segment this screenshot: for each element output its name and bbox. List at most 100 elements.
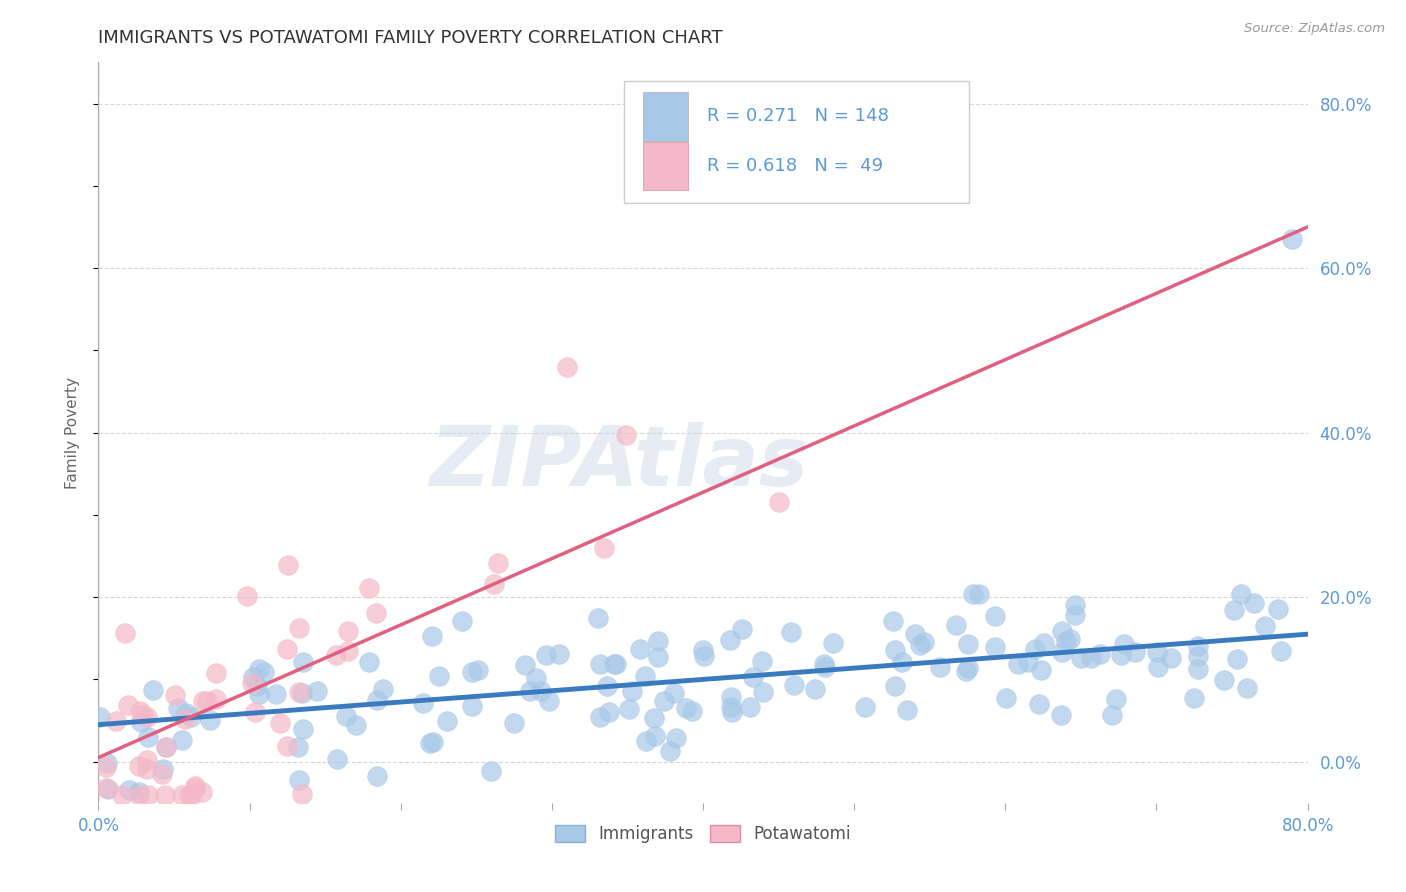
Point	[658, 743, 681, 757]
Point	[555, 359, 578, 374]
Point	[884, 643, 907, 657]
Point	[621, 684, 644, 698]
Point	[366, 693, 388, 707]
Point	[693, 648, 716, 663]
Point	[1031, 663, 1053, 677]
Text: Source: ZipAtlas.com: Source: ZipAtlas.com	[1244, 22, 1385, 36]
Point	[994, 691, 1017, 706]
Point	[1187, 640, 1209, 654]
Point	[929, 659, 952, 673]
Point	[1114, 636, 1136, 650]
Point	[325, 648, 347, 663]
Point	[371, 682, 394, 697]
Point	[174, 712, 197, 726]
Point	[813, 660, 835, 674]
Point	[1230, 587, 1253, 601]
Point	[247, 662, 270, 676]
Point	[104, 714, 127, 728]
Point	[114, 625, 136, 640]
Point	[117, 783, 139, 797]
Point	[131, 715, 153, 730]
Point	[136, 709, 159, 723]
Point	[96, 756, 118, 770]
Point	[1007, 657, 1029, 672]
Point	[586, 611, 609, 625]
Point	[461, 699, 484, 714]
Point	[782, 678, 804, 692]
Legend: Immigrants, Potawatomi: Immigrants, Potawatomi	[548, 819, 858, 850]
Point	[184, 780, 207, 795]
Point	[335, 709, 357, 723]
Point	[617, 702, 640, 716]
Point	[420, 629, 443, 643]
Point	[1050, 645, 1073, 659]
Point	[152, 762, 174, 776]
Point	[132, 708, 155, 723]
Point	[94, 780, 117, 795]
Point	[720, 700, 742, 714]
Point	[136, 731, 159, 745]
FancyBboxPatch shape	[643, 142, 689, 190]
Point	[891, 655, 914, 669]
Point	[240, 676, 263, 690]
Point	[662, 686, 685, 700]
Point	[957, 637, 980, 651]
Point	[165, 688, 187, 702]
Point	[183, 779, 205, 793]
Point	[359, 655, 381, 669]
Point	[287, 773, 309, 788]
Point	[595, 679, 617, 693]
Point	[983, 609, 1005, 624]
Point	[605, 657, 627, 671]
Point	[647, 633, 669, 648]
Text: ZIPAtlas: ZIPAtlas	[429, 422, 808, 503]
Point	[170, 788, 193, 802]
Point	[692, 643, 714, 657]
Point	[205, 666, 228, 681]
Point	[598, 705, 620, 719]
Point	[1080, 651, 1102, 665]
Point	[1123, 645, 1146, 659]
Point	[823, 636, 845, 650]
Point	[450, 614, 472, 628]
Point	[128, 785, 150, 799]
Text: R = 0.271   N = 148: R = 0.271 N = 148	[707, 108, 889, 126]
Point	[246, 679, 269, 693]
Point	[97, 782, 120, 797]
Point	[243, 705, 266, 719]
Point	[1213, 673, 1236, 688]
Point	[1146, 645, 1168, 659]
Point	[287, 621, 309, 635]
Point	[1064, 599, 1087, 613]
Point	[628, 642, 651, 657]
Point	[291, 655, 314, 669]
Point	[768, 495, 790, 509]
Point	[984, 640, 1007, 655]
Point	[1147, 660, 1170, 674]
Point	[718, 632, 741, 647]
Point	[150, 767, 173, 781]
Point	[292, 722, 315, 736]
Point	[1270, 643, 1292, 657]
Point	[136, 752, 159, 766]
Point	[1160, 650, 1182, 665]
Point	[364, 606, 387, 620]
Point	[427, 669, 450, 683]
Point	[191, 785, 214, 799]
Point	[94, 760, 117, 774]
Point	[177, 788, 200, 802]
Point	[236, 589, 259, 603]
Point	[813, 657, 835, 671]
Point	[903, 627, 925, 641]
Point	[1109, 648, 1132, 662]
Text: R = 0.618   N =  49: R = 0.618 N = 49	[707, 157, 883, 175]
Point	[336, 644, 359, 658]
Point	[269, 716, 291, 731]
Point	[1088, 648, 1111, 662]
Point	[967, 587, 990, 601]
Point	[603, 657, 626, 672]
Point	[752, 685, 775, 699]
Point	[172, 733, 194, 747]
Point	[129, 704, 152, 718]
Point	[616, 428, 638, 442]
